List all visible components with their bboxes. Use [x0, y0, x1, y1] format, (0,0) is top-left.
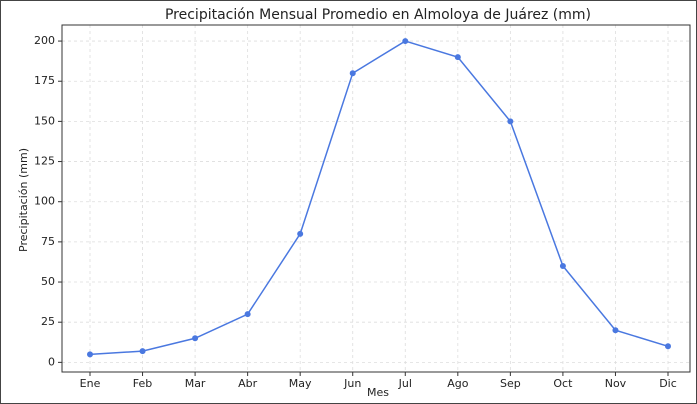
point — [244, 311, 251, 318]
x-tick-label: May — [289, 377, 312, 390]
x-tick-label: Mar — [185, 377, 206, 390]
x-tick-label: Nov — [605, 377, 627, 390]
chart-title: Precipitación Mensual Promedio en Almolo… — [165, 7, 591, 23]
point — [454, 54, 461, 61]
x-tick-label: Sep — [500, 377, 521, 390]
y-axis-label: Precipitación (mm) — [17, 148, 30, 252]
y-tick-label: 100 — [34, 195, 55, 208]
x-tick-label: Abr — [238, 377, 258, 390]
plot-frame — [61, 24, 691, 373]
point — [349, 70, 356, 77]
x-axis-label: Mes — [367, 386, 389, 399]
y-tick-label: 75 — [41, 235, 55, 248]
point — [139, 348, 146, 355]
point — [297, 230, 304, 237]
y-tick-label: 0 — [48, 355, 55, 368]
x-tick-label: Jul — [398, 377, 412, 390]
point — [612, 327, 619, 334]
y-tick-label: 175 — [34, 74, 55, 87]
y-tick-label: 200 — [34, 34, 55, 47]
y-tick-label: 150 — [34, 114, 55, 127]
x-tick-label: Oct — [553, 377, 573, 390]
point — [665, 343, 671, 350]
x-tick-label: Jun — [343, 377, 361, 390]
point — [87, 351, 93, 358]
x-tick-label: Dic — [659, 377, 677, 390]
line — [89, 40, 669, 356]
point — [507, 118, 514, 125]
y-tick-label: 25 — [41, 315, 55, 328]
y-tick-label: 125 — [34, 155, 55, 168]
x-tick-label: Ene — [80, 377, 101, 390]
point — [192, 335, 199, 342]
y-tick-label: 50 — [41, 275, 55, 288]
x-tick-label: Feb — [133, 377, 152, 390]
point — [559, 262, 566, 269]
x-tick-label: Ago — [447, 377, 469, 390]
point — [402, 38, 409, 45]
